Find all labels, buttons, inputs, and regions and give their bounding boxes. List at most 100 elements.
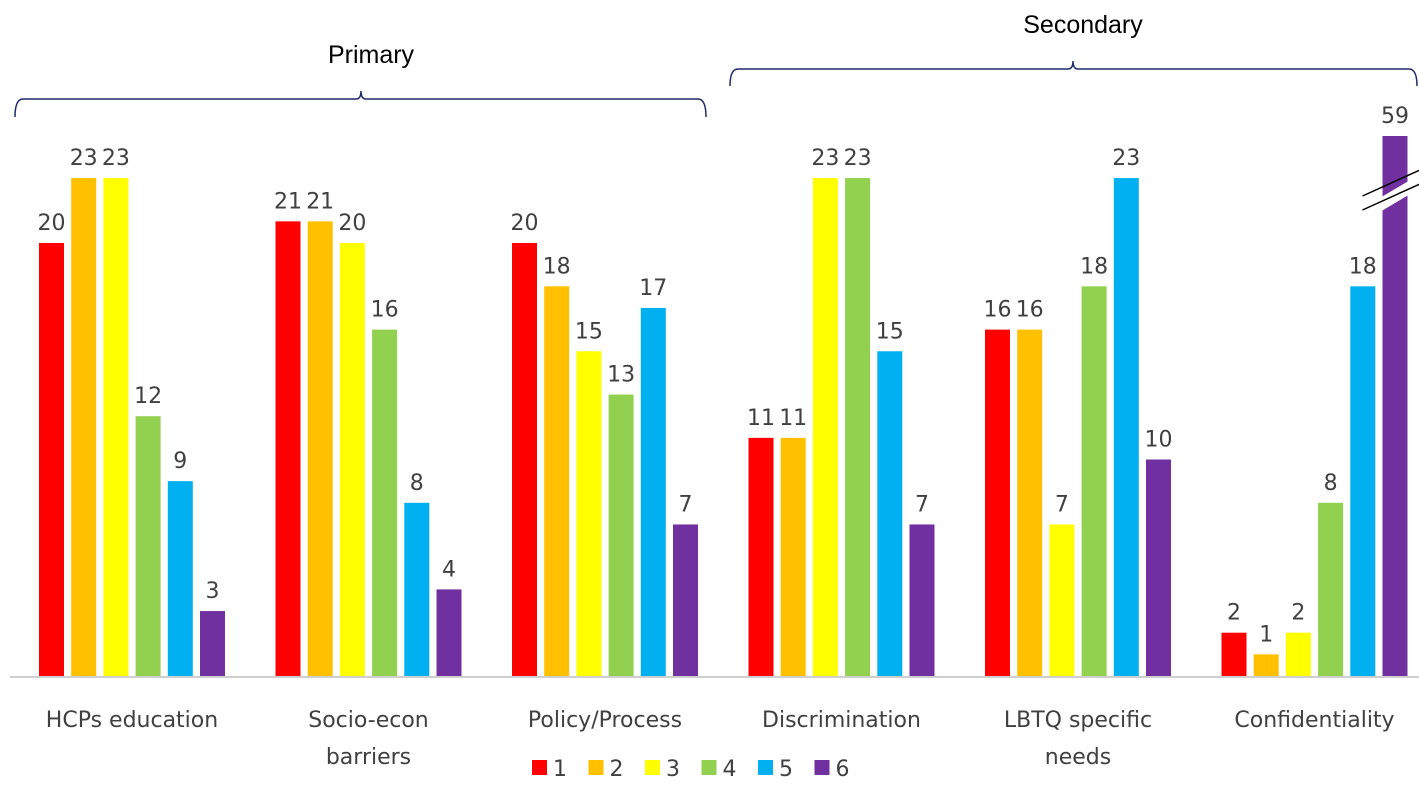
- bar-series-1-3: [748, 437, 774, 676]
- data-label: 10: [1145, 428, 1173, 453]
- bar-series-1-1: [275, 221, 301, 676]
- data-label: 21: [274, 189, 302, 214]
- data-label: 7: [679, 492, 693, 517]
- legend: 1 2 3 4 5 6: [532, 757, 850, 782]
- bars: [39, 136, 1419, 677]
- data-label: 59: [1381, 104, 1409, 129]
- bar-series-4-1: [372, 329, 398, 676]
- data-label: 20: [338, 211, 366, 236]
- data-label: 7: [915, 492, 929, 517]
- data-label: 17: [639, 276, 667, 301]
- group-bracket: [729, 60, 1418, 87]
- data-label: 8: [1324, 471, 1338, 496]
- bar-series-2-2: [544, 286, 570, 676]
- data-label: 20: [38, 211, 66, 236]
- bar-series-6-4: [1146, 459, 1171, 676]
- data-label: 4: [442, 557, 456, 582]
- category-label: Discrimination: [762, 708, 921, 733]
- bar-series-1-4: [985, 329, 1010, 676]
- legend-swatch-6: [814, 760, 830, 775]
- data-label: 20: [511, 211, 539, 236]
- data-label: 16: [371, 298, 399, 323]
- data-label: 21: [306, 189, 334, 214]
- bar-series-2-3: [780, 437, 806, 676]
- data-label: 7: [1055, 492, 1069, 517]
- bar-series-3-1: [339, 243, 365, 676]
- bar-series-6-1: [436, 589, 462, 676]
- group-label: Secondary: [1023, 11, 1143, 39]
- bar-series-5-5: [1350, 286, 1376, 676]
- legend-swatch-1: [532, 760, 547, 775]
- bar-series-6-2: [673, 524, 698, 676]
- category-labels: HCPs education Socio-econ barriers Policy/P…: [46, 708, 1395, 770]
- data-label: 18: [543, 254, 571, 279]
- bar-series-2-5: [1253, 654, 1279, 676]
- bar-series-3-2: [576, 351, 602, 676]
- data-label: 18: [1080, 254, 1108, 279]
- data-label: 11: [747, 406, 775, 431]
- data-label: 23: [1112, 146, 1140, 171]
- category-label: LBTQ specific: [1004, 708, 1152, 733]
- bar-series-4-0: [135, 416, 161, 676]
- bar-series-5-3: [877, 351, 903, 676]
- bar-series-3-3: [812, 178, 838, 677]
- bar-series-2-0: [71, 178, 97, 677]
- category-label: Confidentiality: [1234, 708, 1394, 733]
- data-label: 8: [410, 471, 424, 496]
- data-label: 18: [1349, 254, 1377, 279]
- legend-swatch-5: [758, 760, 773, 775]
- bar-series-3-0: [103, 178, 129, 677]
- bar-series-4-2: [608, 394, 634, 676]
- bar-series-5-4: [1113, 178, 1139, 677]
- bar-series-4-3: [845, 178, 871, 677]
- bar-series-6-0: [200, 611, 225, 676]
- legend-label: 1: [553, 757, 567, 782]
- bar-series-5-2: [640, 307, 666, 676]
- data-label: 13: [607, 363, 635, 388]
- bar-series-2-1: [307, 221, 333, 676]
- data-label: 1: [1259, 622, 1273, 647]
- category-label: Socio-econ: [308, 708, 428, 733]
- category-label: needs: [1045, 745, 1111, 770]
- data-label: 2: [1227, 601, 1241, 626]
- bar-series-2-4: [1017, 329, 1043, 676]
- group-bracket: [14, 90, 707, 118]
- data-label: 2: [1291, 601, 1305, 626]
- legend-swatch-4: [701, 760, 717, 775]
- bar-series-4-4: [1081, 286, 1107, 676]
- data-labels: 2021201116223211811161232015237212161323…: [38, 104, 1410, 647]
- category-label: barriers: [326, 745, 411, 770]
- axis-break-line: [1362, 169, 1419, 197]
- legend-label: 4: [723, 757, 737, 782]
- axis-break-line: [1362, 183, 1419, 211]
- data-label: 12: [134, 384, 162, 409]
- data-label: 16: [984, 298, 1012, 323]
- group-brackets: Primary Secondary: [14, 11, 1418, 118]
- bar-series-6-3: [909, 524, 935, 676]
- bar-series-5-1: [404, 502, 430, 676]
- bar-series-3-5: [1285, 632, 1311, 676]
- data-label: 23: [811, 146, 839, 171]
- bar-series-1-0: [39, 243, 64, 676]
- data-label: 11: [779, 406, 807, 431]
- data-label: 23: [844, 146, 872, 171]
- category-label: Policy/Process: [528, 708, 682, 733]
- group-label: Primary: [328, 41, 415, 69]
- legend-label: 3: [666, 757, 680, 782]
- data-label: 9: [173, 449, 187, 474]
- data-label: 23: [70, 146, 98, 171]
- bar-series-6-5: [1382, 136, 1408, 676]
- data-label: 15: [876, 319, 904, 344]
- data-label: 16: [1016, 298, 1044, 323]
- bar-series-1-5: [1221, 632, 1247, 676]
- data-label: 23: [102, 146, 130, 171]
- legend-label: 6: [836, 757, 850, 782]
- bar-series-1-2: [512, 243, 537, 676]
- legend-label: 2: [610, 757, 624, 782]
- legend-swatch-3: [645, 760, 660, 775]
- legend-swatch-2: [588, 760, 604, 775]
- legend-label: 5: [779, 757, 793, 782]
- bar-series-4-5: [1318, 502, 1344, 676]
- category-label: HCPs education: [46, 708, 218, 733]
